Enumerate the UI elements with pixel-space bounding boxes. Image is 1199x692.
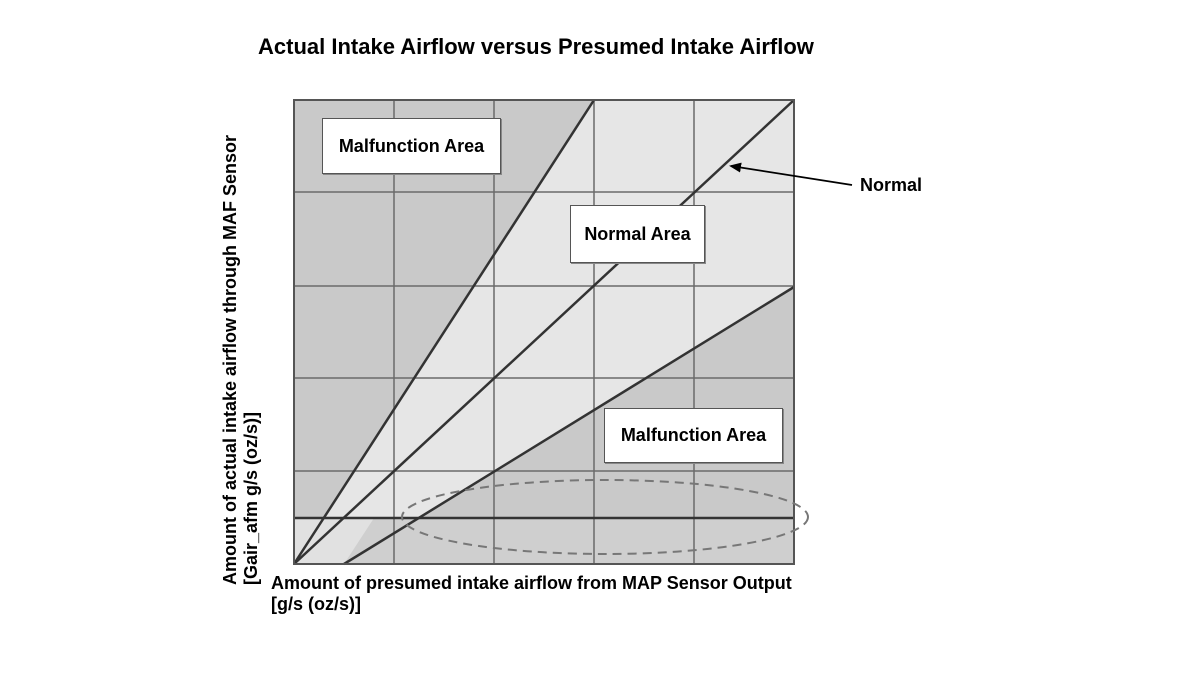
low-airflow-ellipse [401, 479, 809, 555]
plot-frame [293, 99, 795, 565]
normal-line-callout: Normal [860, 175, 923, 195]
lower-boundary-line [343, 285, 795, 566]
x-axis-label-line2: [g/s (oz/s)] [271, 594, 361, 614]
x-axis-label-line1: Amount of presumed intake airflow from M… [271, 573, 792, 593]
y-axis-label-line1: Amount of actual intake airflow through … [220, 134, 240, 585]
malfunction-area-upper-label: Malfunction Area [322, 118, 501, 174]
diagram-title: Actual Intake Airflow versus Presumed In… [258, 34, 814, 59]
y-axis-label-line2: [Gair_afm g/s (oz/s)] [241, 411, 261, 585]
low-airflow-band [294, 518, 794, 564]
normal-area-label: Normal Area [570, 205, 705, 263]
x-axis-label: Amount of presumed intake airflow from M… [271, 573, 792, 615]
normal-callout-arrow [729, 162, 853, 186]
upper-boundary-line [292, 99, 596, 565]
low-band-normal-part [294, 518, 376, 564]
malfunction-area-lower-label: Malfunction Area [604, 408, 783, 463]
normal-line [293, 99, 795, 565]
y-axis-label: Amount of actual intake airflow through … [220, 135, 262, 585]
grid [294, 100, 794, 564]
